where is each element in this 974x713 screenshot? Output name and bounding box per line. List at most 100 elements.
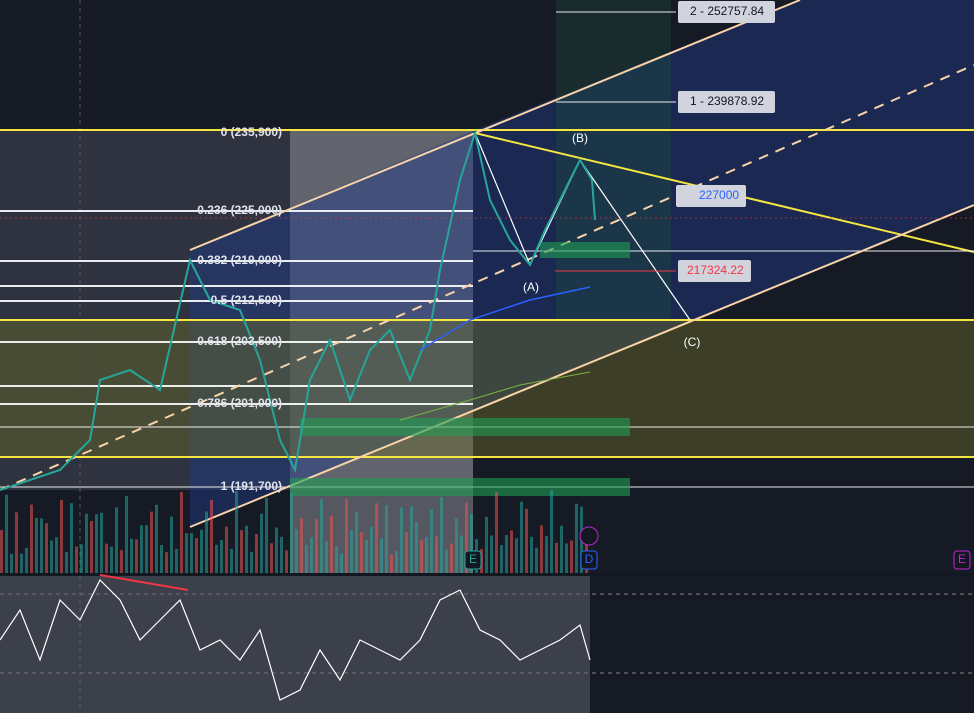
volume-bar bbox=[40, 518, 43, 573]
volume-bar bbox=[45, 523, 48, 573]
volume-bar bbox=[100, 512, 103, 573]
volume-bar bbox=[425, 536, 428, 573]
volume-bar bbox=[505, 534, 508, 573]
volume-bar bbox=[110, 546, 113, 573]
fib-label: 0.786 (201,000) bbox=[197, 396, 282, 410]
volume-bar bbox=[420, 540, 423, 573]
channel bbox=[190, 0, 974, 527]
volume-bar bbox=[275, 527, 278, 573]
volume-bar bbox=[95, 514, 98, 573]
volume-bar bbox=[145, 525, 148, 573]
volume-bar bbox=[135, 539, 138, 573]
badge-label: E bbox=[958, 552, 966, 566]
volume-bar bbox=[10, 553, 13, 573]
volume-bar bbox=[300, 518, 303, 573]
yellow-lines bbox=[0, 129, 974, 458]
volume-bar bbox=[245, 525, 248, 573]
target-label: 1 - 239878.92 bbox=[690, 94, 764, 108]
volume-bar bbox=[450, 543, 453, 573]
volume-bar bbox=[240, 530, 243, 573]
volume-bar bbox=[330, 515, 333, 573]
volume-bar bbox=[185, 533, 188, 573]
volume-bar bbox=[80, 544, 83, 573]
volume-bar bbox=[165, 552, 168, 573]
volume-bar bbox=[70, 503, 73, 573]
volume-bar bbox=[205, 511, 208, 573]
wave-label: (C) bbox=[684, 335, 701, 349]
volume-bar bbox=[285, 550, 288, 573]
volume-bar bbox=[140, 525, 143, 573]
fib-label: 0.5 (212,500) bbox=[211, 293, 282, 307]
badge-label: D bbox=[585, 552, 594, 566]
divergence bbox=[99, 574, 189, 591]
fib-label: 0 (235,900) bbox=[221, 125, 282, 139]
volume-bar bbox=[405, 532, 408, 573]
level-label: 217324.22 bbox=[687, 263, 744, 277]
volume-bar bbox=[460, 535, 463, 573]
volume-bar bbox=[260, 513, 263, 573]
alert-label: 227000 bbox=[699, 188, 739, 202]
volume-bar bbox=[560, 525, 563, 573]
volume-bar bbox=[65, 552, 68, 573]
badge bbox=[953, 550, 971, 570]
volume-bar bbox=[250, 551, 253, 573]
volume-bar bbox=[360, 532, 363, 573]
volume-bar bbox=[175, 548, 178, 573]
event-icon bbox=[579, 526, 599, 546]
volume-bar bbox=[570, 540, 573, 573]
volume-bar bbox=[160, 544, 163, 573]
fib-label: 0.618 (203,500) bbox=[197, 334, 282, 348]
target-label: 2 - 252757.84 bbox=[690, 4, 764, 18]
ma-slow bbox=[399, 371, 591, 421]
volume-bar bbox=[255, 533, 258, 573]
volume-bar bbox=[565, 543, 568, 573]
volume-bar bbox=[150, 511, 153, 573]
target-tag bbox=[678, 91, 775, 113]
ma-fast bbox=[419, 286, 591, 351]
volume-bar bbox=[180, 491, 183, 573]
volume-bar bbox=[190, 533, 193, 573]
volume-bar bbox=[60, 499, 63, 573]
volume-bar bbox=[265, 498, 268, 573]
price-path bbox=[0, 129, 596, 491]
fib-label: 0.382 (219,000) bbox=[197, 253, 282, 267]
badge-label: E bbox=[469, 552, 477, 566]
volume-bar bbox=[445, 549, 448, 573]
volume-bar bbox=[415, 521, 418, 573]
volume-bar bbox=[0, 530, 3, 573]
volume-bar bbox=[120, 550, 123, 573]
rsi-zone bbox=[0, 576, 590, 713]
wave-label: (B) bbox=[572, 131, 588, 145]
volume-bar bbox=[520, 501, 523, 573]
volume-bar bbox=[105, 543, 108, 573]
demand-zones bbox=[290, 242, 630, 496]
volume-bar bbox=[550, 490, 553, 573]
volume-bar bbox=[315, 518, 318, 573]
channel-lines bbox=[0, 0, 974, 528]
volume-bar bbox=[280, 536, 283, 573]
volume-bar bbox=[335, 546, 338, 573]
volume-bar bbox=[55, 537, 58, 573]
volume-bar bbox=[170, 516, 173, 573]
volume-bar bbox=[50, 540, 53, 573]
volume-bar bbox=[510, 530, 513, 573]
volume-bar bbox=[235, 490, 238, 573]
volume-bar bbox=[30, 504, 33, 573]
volume-bar bbox=[485, 517, 488, 573]
volume-bar bbox=[270, 543, 273, 573]
volume-bar bbox=[290, 493, 293, 573]
yellow-band bbox=[0, 320, 974, 457]
volume-bar bbox=[75, 546, 78, 573]
volume-bar bbox=[380, 538, 383, 573]
volume-bar bbox=[400, 507, 403, 573]
volume bbox=[0, 490, 588, 573]
volume-bar bbox=[540, 525, 543, 573]
volume-bar bbox=[340, 553, 343, 573]
volume-bar bbox=[5, 494, 8, 573]
volume-bar bbox=[225, 526, 228, 573]
badge bbox=[580, 550, 598, 570]
volume-bar bbox=[370, 526, 373, 573]
volume-bar bbox=[230, 548, 233, 573]
pane-divider bbox=[0, 573, 974, 576]
